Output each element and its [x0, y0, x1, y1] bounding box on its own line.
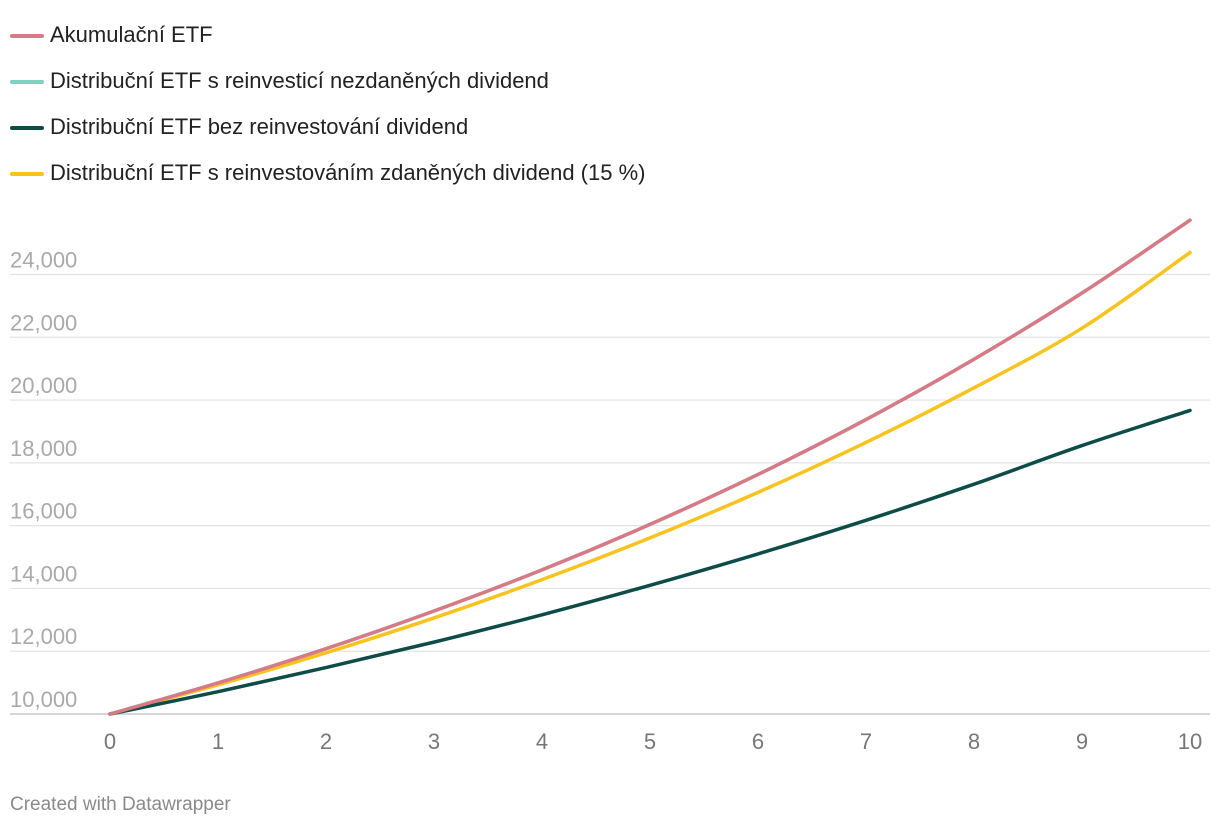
legend-item-distribucni-nezdanene: Distribuční ETF s reinvesticí nezdaněnýc…	[10, 58, 645, 104]
y-tick-label: 14,000	[10, 561, 77, 586]
x-tick-label: 3	[428, 729, 440, 754]
legend-swatch	[10, 126, 44, 130]
legend-item-distribucni-bez: Distribuční ETF bez reinvestování divide…	[10, 104, 645, 150]
x-tick-label: 6	[752, 729, 764, 754]
y-tick-label: 10,000	[10, 687, 77, 712]
y-tick-label: 22,000	[10, 310, 77, 335]
y-tick-label: 20,000	[10, 373, 77, 398]
x-tick-label: 8	[968, 729, 980, 754]
footer-credit: Created with Datawrapper	[10, 794, 231, 815]
legend-swatch	[10, 80, 44, 84]
x-tick-label: 5	[644, 729, 656, 754]
legend-label: Akumulační ETF	[50, 22, 213, 47]
y-tick-label: 16,000	[10, 499, 77, 524]
y-tick-label: 24,000	[10, 248, 77, 273]
legend-swatch	[10, 34, 44, 38]
x-tick-label: 2	[320, 729, 332, 754]
x-tick-label: 9	[1076, 729, 1088, 754]
series-line-distribucni-zdanene	[108, 250, 1192, 716]
x-tick-label: 7	[860, 729, 872, 754]
legend-item-distribucni-zdanene: Distribuční ETF s reinvestováním zdaněný…	[10, 150, 645, 196]
x-tick-label: 10	[1178, 729, 1202, 754]
x-tick-label: 4	[536, 729, 548, 754]
series-line-akumulacni	[108, 218, 1192, 716]
series-line-distribucni-bez	[108, 408, 1192, 716]
legend-label: Distribuční ETF s reinvestováním zdaněný…	[50, 160, 646, 185]
chart-legend: Akumulační ETF Distribuční ETF s reinves…	[10, 12, 645, 196]
legend-label: Distribuční ETF bez reinvestování divide…	[50, 114, 469, 139]
y-tick-label: 12,000	[10, 624, 77, 649]
legend-item-akumulacni: Akumulační ETF	[10, 12, 645, 58]
series-line-distribucni-nezdanene	[108, 218, 1192, 716]
legend-swatch	[10, 172, 44, 176]
x-tick-label: 1	[212, 729, 224, 754]
legend-label: Distribuční ETF s reinvesticí nezdaněnýc…	[50, 68, 549, 93]
y-tick-label: 18,000	[10, 436, 77, 461]
x-tick-label: 0	[104, 729, 116, 754]
